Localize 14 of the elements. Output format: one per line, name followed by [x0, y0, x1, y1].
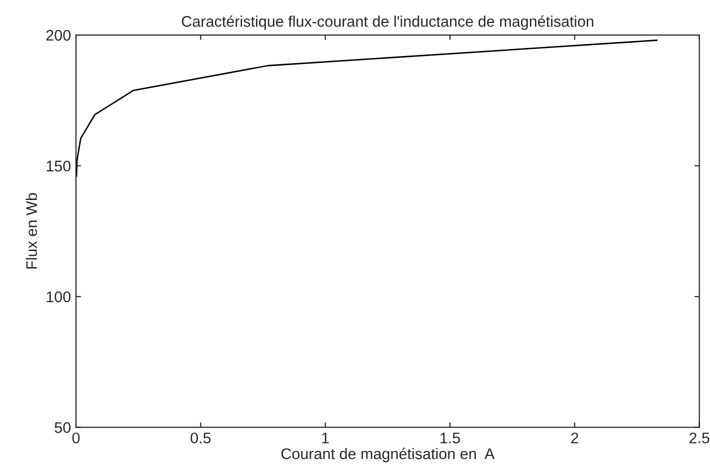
x-tick-label: 2.5	[690, 432, 710, 444]
x-tick-label: 1.5	[440, 432, 460, 444]
y-tick-label: 200	[46, 30, 71, 41]
x-tick-label: 2	[571, 432, 578, 444]
y-tick-label: 50	[54, 422, 71, 433]
chart-title: Caractéristique flux-courant de l'inductance de magnétisation	[182, 15, 594, 30]
x-tick-label: 0.5	[190, 432, 211, 444]
y-tick-label: 150	[46, 160, 71, 172]
x-tick-label: 1	[322, 432, 329, 444]
x-tick-label: 0	[72, 432, 80, 444]
x-axis-title: Courant de magnétisation en A	[281, 448, 495, 462]
y-tick-label: 100	[46, 291, 71, 302]
line-series	[76, 40, 658, 177]
y-axis-title: Flux en Wb	[26, 193, 38, 269]
